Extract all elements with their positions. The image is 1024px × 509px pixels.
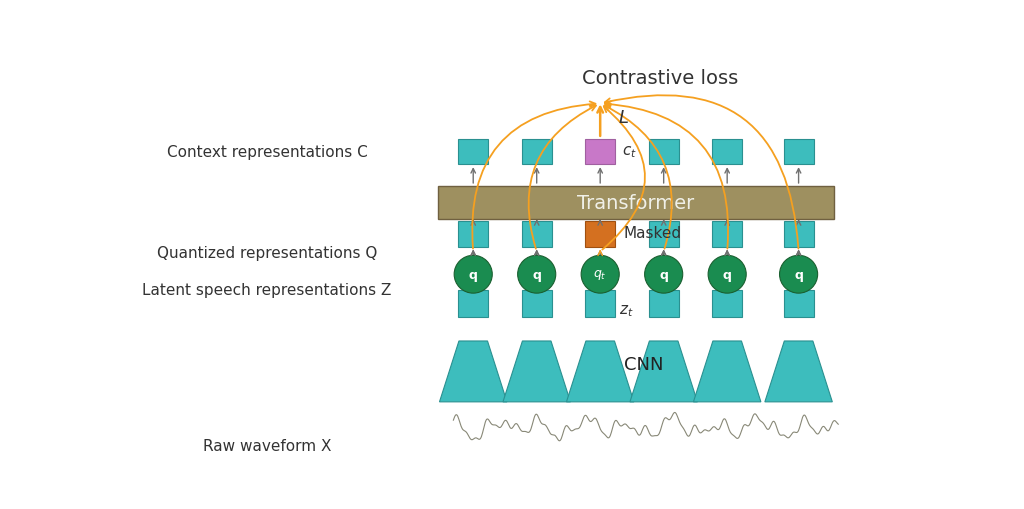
- FancyBboxPatch shape: [783, 290, 814, 318]
- Text: $c_t$: $c_t$: [622, 145, 637, 160]
- Text: Context representations C: Context representations C: [167, 145, 368, 160]
- FancyBboxPatch shape: [585, 139, 615, 165]
- Text: Raw waveform X: Raw waveform X: [203, 438, 331, 453]
- FancyBboxPatch shape: [521, 139, 552, 165]
- Ellipse shape: [645, 256, 683, 294]
- FancyBboxPatch shape: [712, 139, 742, 165]
- FancyBboxPatch shape: [648, 222, 679, 247]
- Text: $q_t$: $q_t$: [593, 268, 607, 281]
- FancyBboxPatch shape: [458, 139, 488, 165]
- Polygon shape: [693, 342, 761, 402]
- FancyBboxPatch shape: [458, 222, 488, 247]
- FancyBboxPatch shape: [521, 222, 552, 247]
- FancyBboxPatch shape: [783, 222, 814, 247]
- FancyBboxPatch shape: [458, 290, 488, 318]
- Text: q: q: [659, 268, 668, 281]
- FancyArrowPatch shape: [472, 102, 595, 249]
- FancyBboxPatch shape: [585, 290, 615, 318]
- Ellipse shape: [709, 256, 746, 294]
- FancyBboxPatch shape: [437, 186, 835, 220]
- Polygon shape: [630, 342, 697, 402]
- FancyArrowPatch shape: [605, 102, 728, 249]
- Text: q: q: [795, 268, 803, 281]
- Text: Contrastive loss: Contrastive loss: [582, 69, 738, 88]
- Text: Masked: Masked: [624, 226, 681, 241]
- FancyArrowPatch shape: [528, 106, 596, 249]
- Text: q: q: [723, 268, 731, 281]
- FancyBboxPatch shape: [783, 139, 814, 165]
- Text: CNN: CNN: [624, 355, 664, 373]
- Polygon shape: [765, 342, 833, 402]
- Text: $z_t$: $z_t$: [620, 303, 634, 319]
- Ellipse shape: [582, 256, 620, 294]
- FancyBboxPatch shape: [521, 290, 552, 318]
- FancyBboxPatch shape: [712, 290, 742, 318]
- Text: $L$: $L$: [617, 109, 629, 127]
- FancyArrowPatch shape: [605, 96, 799, 249]
- FancyBboxPatch shape: [648, 139, 679, 165]
- Text: Latent speech representations Z: Latent speech representations Z: [142, 283, 391, 298]
- FancyArrowPatch shape: [602, 107, 645, 250]
- Ellipse shape: [455, 256, 493, 294]
- FancyArrowPatch shape: [604, 106, 672, 249]
- Ellipse shape: [779, 256, 817, 294]
- FancyBboxPatch shape: [585, 222, 615, 247]
- Text: Quantized representations Q: Quantized representations Q: [157, 246, 377, 261]
- Polygon shape: [566, 342, 634, 402]
- Text: q: q: [469, 268, 477, 281]
- FancyBboxPatch shape: [712, 222, 742, 247]
- Ellipse shape: [518, 256, 556, 294]
- Text: Transformer: Transformer: [578, 193, 694, 213]
- Polygon shape: [503, 342, 570, 402]
- FancyBboxPatch shape: [648, 290, 679, 318]
- Polygon shape: [439, 342, 507, 402]
- Text: q: q: [532, 268, 541, 281]
